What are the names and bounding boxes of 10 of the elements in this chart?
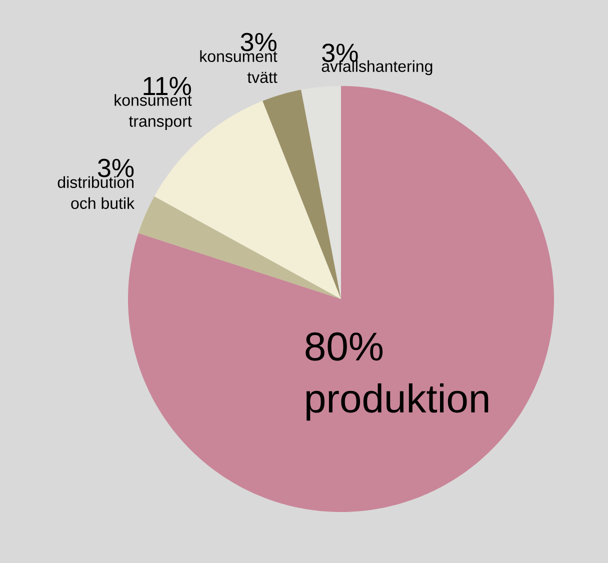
slice-label: konsument tvätt (200, 50, 278, 84)
slice-label: konsument transport (114, 94, 192, 130)
data-label: 3% (98, 158, 134, 178)
slice-label: avfallshantering (322, 60, 432, 76)
data-label: 11% (144, 76, 191, 96)
slice-label: distribution och butik (58, 176, 135, 209)
data-label: 3% (240, 32, 276, 52)
data-label: 3% (322, 44, 358, 62)
data-label: 80% (306, 332, 383, 361)
slice-label: produktion (306, 383, 488, 421)
